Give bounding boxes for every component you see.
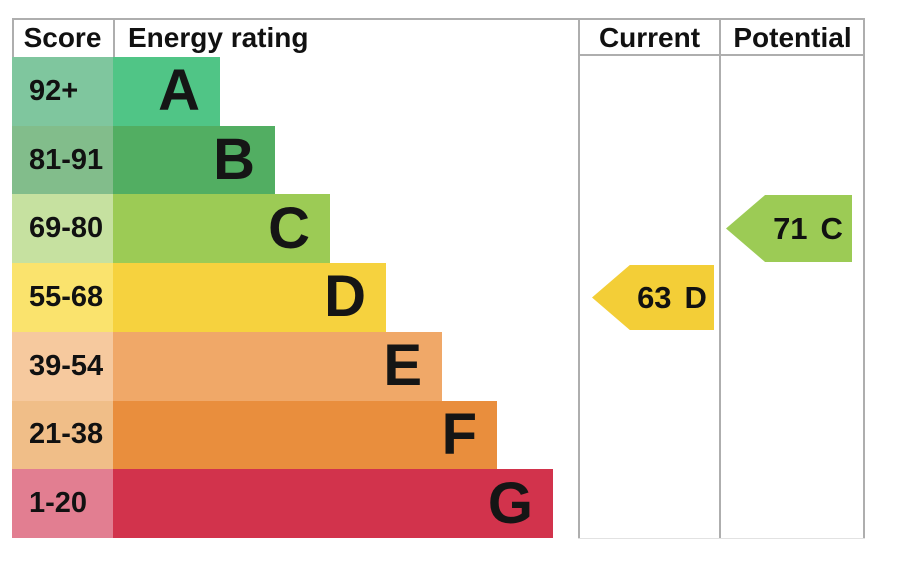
rating-row-b: 81-91 B xyxy=(12,125,572,195)
score-column-header: Score xyxy=(23,22,102,53)
rating-bar-a: A xyxy=(113,57,220,126)
score-cell-c: 69-80 xyxy=(12,194,113,264)
score-range-label: 39-54 xyxy=(29,349,104,382)
score-range-label: 55-68 xyxy=(29,280,104,313)
rating-letter: D xyxy=(324,264,366,330)
grid-line-header-bottom xyxy=(578,54,865,56)
score-range-label: 1-20 xyxy=(29,487,88,520)
rating-row-e: 39-54 E xyxy=(12,331,572,401)
rating-row-g: 1-20 G xyxy=(12,469,572,538)
grid-line-potential-right xyxy=(863,18,865,539)
rating-letter: E xyxy=(383,333,422,399)
potential-rating-arrow: 71 C xyxy=(726,195,852,262)
score-cell-g: 1-20 xyxy=(12,469,113,538)
rating-letter: A xyxy=(158,58,200,124)
rating-letter: G xyxy=(487,470,533,536)
grid-line-current-left xyxy=(578,18,580,539)
rating-bar-b: B xyxy=(113,125,275,195)
score-cell-e: 39-54 xyxy=(12,331,113,401)
rating-rows: 92+ A 81-91 B 69-80 C 55-68 xyxy=(12,57,572,538)
score-range-label: 21-38 xyxy=(29,418,104,451)
potential-rating-text: 71 C xyxy=(773,213,843,244)
rating-row-d: 55-68 D xyxy=(12,263,572,332)
potential-score-value: 71 xyxy=(773,211,808,246)
score-range-label: 81-91 xyxy=(29,143,104,176)
rating-bar-g: G xyxy=(113,469,553,538)
grid-line-current-right xyxy=(719,18,721,539)
potential-band-letter: C xyxy=(820,211,843,246)
rating-row-f: 21-38 F xyxy=(12,400,572,470)
grid-line-bottom xyxy=(578,538,865,539)
rating-bar-c: C xyxy=(113,194,330,264)
current-rating-arrow: 63 D xyxy=(592,265,714,330)
rating-bar-d: D xyxy=(113,263,386,332)
score-range-label: 69-80 xyxy=(29,212,104,245)
rating-row-c: 69-80 C xyxy=(12,194,572,264)
rating-letter: B xyxy=(213,127,255,193)
rating-row-a: 92+ A xyxy=(12,57,572,126)
current-score-value: 63 xyxy=(637,280,672,315)
grid-line-header-left xyxy=(12,18,14,57)
energy-rating-column-header: Energy rating xyxy=(128,22,309,53)
current-column-header: Current xyxy=(598,22,701,53)
grid-line-score-divider xyxy=(113,18,115,57)
current-band-letter: D xyxy=(684,280,707,315)
score-cell-a: 92+ xyxy=(12,57,113,126)
score-cell-d: 55-68 xyxy=(12,263,113,332)
grid-line-top xyxy=(12,18,865,20)
potential-column-header: Potential xyxy=(733,22,852,53)
rating-bar-e: E xyxy=(113,331,442,401)
score-cell-b: 81-91 xyxy=(12,125,113,195)
current-rating-text: 63 D xyxy=(637,282,707,313)
score-cell-f: 21-38 xyxy=(12,400,113,470)
rating-bar-f: F xyxy=(113,400,497,470)
rating-letter: F xyxy=(441,401,477,467)
rating-letter: C xyxy=(268,195,310,261)
score-range-label: 92+ xyxy=(29,74,79,107)
